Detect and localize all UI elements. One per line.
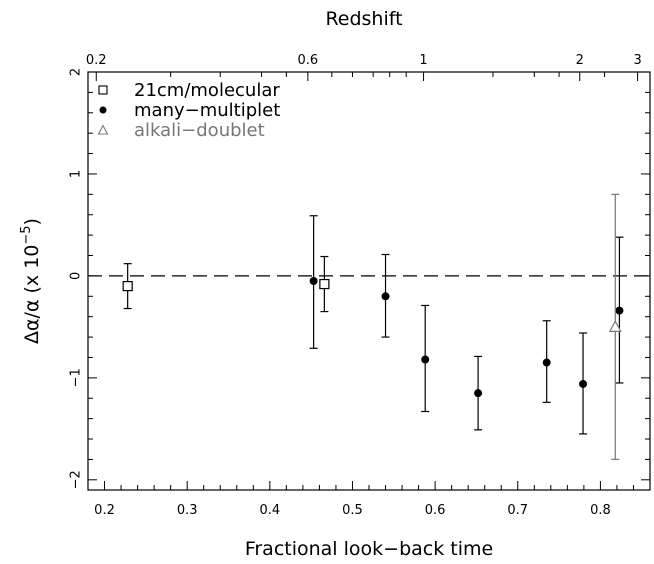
- data-layer: [88, 193, 650, 461]
- y-axis-title-exponent: −5: [19, 225, 34, 244]
- data-point-filled-circle: [309, 277, 318, 285]
- y-tick-label: 2: [69, 68, 84, 76]
- x-tick-label: 0.8: [590, 503, 611, 518]
- legend: 21cm/molecularmany−multipletalkali−doubl…: [97, 80, 280, 141]
- legend-marker-square: [98, 85, 108, 95]
- x-tick-label: 0.4: [259, 503, 280, 518]
- top-axis-title: Redshift: [325, 8, 402, 30]
- y-tick-label: 1: [69, 170, 84, 178]
- legend-marker-triangle: [97, 124, 109, 135]
- series-0: [122, 255, 330, 313]
- y-tick-label: −1: [69, 368, 84, 387]
- legend-label: alkali−doublet: [134, 120, 265, 141]
- x-tick-label: 0.2: [94, 503, 115, 518]
- data-point-open-square: [122, 280, 133, 292]
- top-tick-label: 2: [576, 53, 584, 68]
- series-2: [608, 193, 622, 461]
- axis-titles: Fractional look−back time Redshift Δα/α (x…: [19, 8, 493, 560]
- legend-marker-circle: [99, 106, 107, 114]
- top-tick-label: 1: [419, 53, 427, 68]
- x-tick-label: 0.7: [507, 503, 528, 518]
- legend-label: many−multiplet: [134, 100, 280, 121]
- data-point-filled-circle: [542, 358, 551, 367]
- legend-label: 21cm/molecular: [134, 80, 280, 101]
- top-tick-label: 0.6: [297, 53, 318, 68]
- data-point-filled-circle: [421, 355, 430, 364]
- data-point-filled-circle: [615, 306, 624, 315]
- x-tick-label: 0.6: [425, 503, 446, 518]
- x-tick-label: 0.5: [342, 503, 363, 518]
- y-axis-title-close: ): [21, 218, 43, 225]
- data-point-filled-circle: [381, 292, 390, 301]
- y-tick-label: 0: [69, 272, 84, 280]
- y-tick-label: −2: [69, 470, 84, 489]
- axes-layer: 0.2 0.3 0.4 0.5 0.6 0.7 0.8 2 1 0 −1 −2 0.2 0.6 1 2 3: [69, 53, 651, 518]
- data-point-filled-circle: [474, 389, 483, 398]
- series-1: [309, 215, 624, 435]
- x-axis-title: Fractional look−back time: [245, 538, 493, 560]
- data-point-open-square: [319, 278, 330, 290]
- data-point-filled-circle: [579, 379, 588, 388]
- top-tick-label: 0.2: [86, 53, 107, 68]
- top-tick-label: 3: [633, 53, 641, 68]
- x-tick-label: 0.3: [177, 503, 198, 518]
- y-axis-title-main: Δα/α (x 10: [21, 245, 43, 344]
- data-point-open-triangle: [608, 320, 622, 332]
- y-axis-title: Δα/α (x 10−5): [19, 218, 43, 344]
